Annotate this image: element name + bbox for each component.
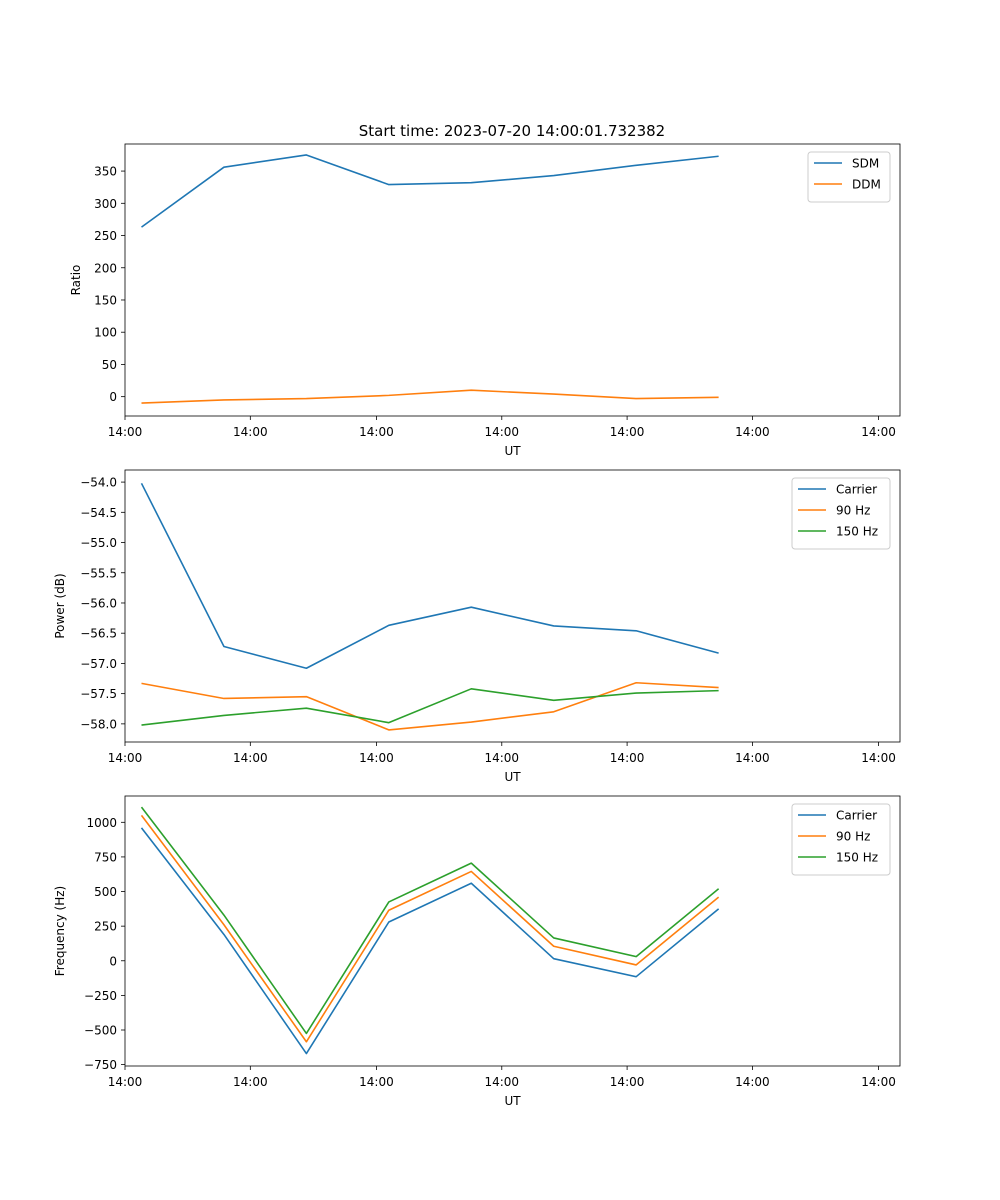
series-line-sdm — [141, 154, 719, 228]
plot-frame — [124, 469, 901, 743]
y-tick-label: −54.5 — [80, 506, 117, 520]
y-tick-label: 150 — [94, 293, 117, 307]
legend: Carrier 90 Hz 150 Hz — [791, 803, 891, 876]
legend-label: Carrier — [836, 483, 877, 497]
y-tick-label: 250 — [94, 229, 117, 243]
legend-label: SDM — [852, 157, 879, 171]
x-tick-label: 14:00 — [735, 1075, 770, 1089]
legend-label: 150 Hz — [836, 525, 878, 539]
x-axis-label: UT — [504, 444, 521, 458]
ratio-chart: 14:00 14:00 14:00 14:00 14:00 14:00 14:00 0 50 10… — [69, 143, 901, 458]
series-line-150-hz — [140, 806, 720, 1035]
y-tick-label: 200 — [94, 261, 117, 275]
power-chart: 14:00 14:00 14:00 14:00 14:00 14:00 14:00 −58.0… — [53, 469, 901, 784]
legend-label: 150 Hz — [836, 851, 878, 865]
y-tick-label: 350 — [94, 165, 117, 179]
y-tick-label: −250 — [84, 989, 117, 1003]
x-tick-label: 14:00 — [735, 751, 770, 765]
y-tick-label: 0 — [109, 390, 117, 404]
y-axis-label: Ratio — [69, 265, 83, 296]
legend-label: 90 Hz — [836, 830, 870, 844]
x-tick-label: 14:00 — [359, 1075, 394, 1089]
x-tick-label: 14:00 — [610, 751, 645, 765]
y-tick-label: −54.0 — [80, 476, 117, 490]
frequency-chart: 14:00 14:00 14:00 14:00 14:00 14:00 14:00 −750 −… — [53, 795, 901, 1108]
y-tick-label: 50 — [102, 358, 117, 372]
plot-frame — [124, 143, 901, 417]
y-tick-label: −58.0 — [80, 717, 117, 731]
x-axis-label: UT — [504, 1094, 521, 1108]
legend: Carrier 90 Hz 150 Hz — [791, 477, 891, 550]
legend-label: 90 Hz — [836, 504, 870, 518]
y-tick-label: −57.0 — [80, 657, 117, 671]
y-tick-label: 750 — [94, 850, 117, 864]
series-line-carrier — [140, 827, 720, 1055]
y-tick-label: −750 — [84, 1058, 117, 1072]
series-line-90-hz — [140, 814, 720, 1043]
x-tick-label: 14:00 — [233, 1075, 268, 1089]
x-tick-label: 14:00 — [735, 425, 770, 439]
series-line-150-hz — [141, 688, 719, 726]
x-tick-label: 14:00 — [108, 751, 143, 765]
x-tick-label: 14:00 — [484, 425, 519, 439]
plot-frame — [124, 795, 901, 1067]
y-tick-label: −55.5 — [80, 566, 117, 580]
x-tick-label: 14:00 — [484, 1075, 519, 1089]
legend-box — [807, 151, 891, 203]
y-tick-label: 1000 — [86, 816, 117, 830]
x-tick-label: 14:00 — [610, 1075, 645, 1089]
legend: SDM DDM — [807, 151, 891, 203]
y-tick-label: 0 — [109, 954, 117, 968]
y-tick-label: 500 — [94, 885, 117, 899]
x-tick-label: 14:00 — [484, 751, 519, 765]
y-axis-label: Power (dB) — [53, 573, 67, 638]
x-tick-label: 14:00 — [233, 425, 268, 439]
x-tick-label: 14:00 — [861, 425, 896, 439]
x-tick-label: 14:00 — [108, 425, 143, 439]
series-line-90-hz — [141, 681, 719, 731]
y-tick-label: 250 — [94, 920, 117, 934]
series-line-carrier — [140, 482, 719, 670]
y-tick-label: 300 — [94, 197, 117, 211]
x-tick-label: 14:00 — [861, 1075, 896, 1089]
x-tick-label: 14:00 — [359, 751, 394, 765]
x-axis-label: UT — [504, 770, 521, 784]
y-tick-label: −500 — [84, 1024, 117, 1038]
figure-title: Start time: 2023-07-20 14:00:01.732382 — [359, 122, 665, 140]
y-axis-label: Frequency (Hz) — [53, 886, 67, 977]
x-tick-label: 14:00 — [610, 425, 645, 439]
x-tick-label: 14:00 — [861, 751, 896, 765]
y-tick-label: −55.0 — [80, 536, 117, 550]
x-tick-label: 14:00 — [233, 751, 268, 765]
y-tick-label: 100 — [94, 326, 117, 340]
x-tick-label: 14:00 — [359, 425, 394, 439]
x-tick-label: 14:00 — [108, 1075, 143, 1089]
series-line-ddm — [141, 389, 719, 404]
legend-label: Carrier — [836, 809, 877, 823]
y-tick-label: −57.5 — [80, 687, 117, 701]
legend-label: DDM — [852, 178, 881, 192]
y-tick-label: −56.5 — [80, 627, 117, 641]
y-tick-label: −56.0 — [80, 596, 117, 610]
